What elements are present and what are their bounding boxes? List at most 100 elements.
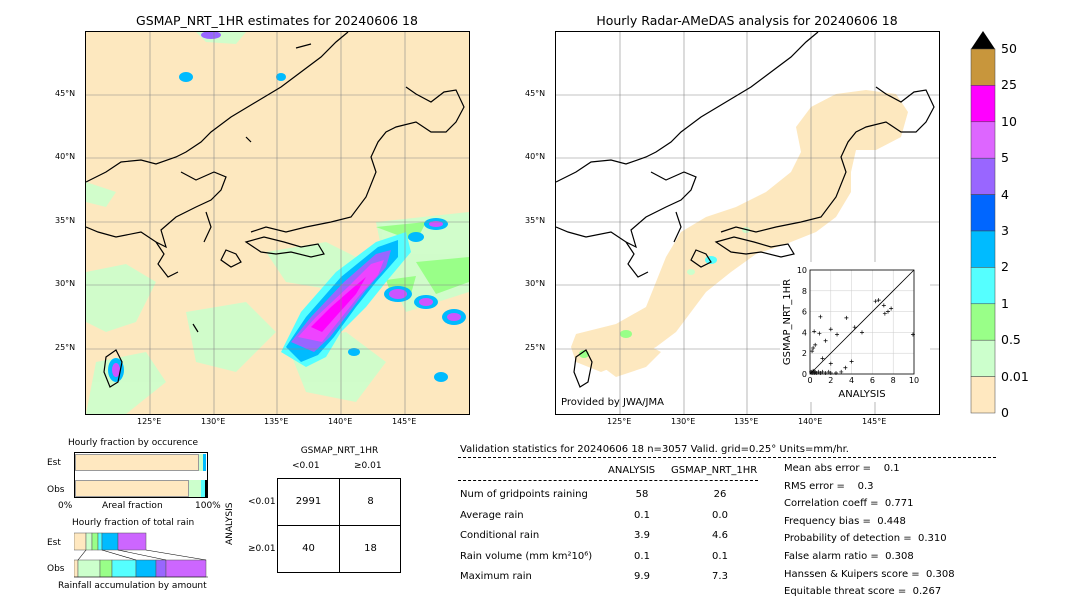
validation-score: Frequency bias = 0.448 bbox=[784, 515, 906, 527]
left-lat-25: 25°N bbox=[55, 343, 76, 352]
right-lon-130: 130°E bbox=[671, 417, 696, 426]
contingency-col-lt: <0.01 bbox=[292, 461, 320, 471]
scatter-ytick-label: 2 bbox=[802, 349, 807, 358]
occurrence-row-obs: Obs bbox=[47, 485, 65, 495]
scatter-point bbox=[860, 330, 864, 335]
contingency-col-ge: ≥0.01 bbox=[354, 461, 382, 471]
scatter-point bbox=[844, 315, 849, 320]
right-map-title: Hourly Radar-AMeDAS analysis for 2024060… bbox=[596, 13, 898, 28]
left-lat-40: 40°N bbox=[55, 152, 76, 161]
validation-row-label: Rain volume (mm km²10⁶) bbox=[460, 550, 593, 562]
contingency-cell-hit: 18 bbox=[364, 543, 377, 554]
total-rain-chart bbox=[74, 532, 208, 578]
scatter-ytick-label: 4 bbox=[802, 328, 807, 337]
right-lon-140: 140°E bbox=[798, 417, 823, 426]
contingency-title: GSMAP_NRT_1HR bbox=[300, 446, 379, 456]
scatter-point bbox=[813, 342, 818, 347]
colorbar-segment bbox=[970, 194, 996, 232]
colorbar-segment bbox=[970, 376, 996, 414]
scatter-xtick-label: 8 bbox=[891, 376, 896, 385]
validation-row-gsmap: 0.1 bbox=[712, 550, 728, 562]
validation-score: False alarm ratio = 0.308 bbox=[784, 551, 914, 562]
scatter-point bbox=[818, 370, 823, 375]
right-lon-145: 145°E bbox=[862, 417, 887, 426]
validation-row-analysis: 0.1 bbox=[634, 550, 650, 562]
scatter-point bbox=[849, 359, 854, 364]
right-lat-40: 40°N bbox=[525, 152, 546, 161]
left-lon-140: 140°E bbox=[328, 417, 353, 426]
validation-col-gsmap: GSMAP_NRT_1HR bbox=[671, 465, 758, 476]
validation-score: Equitable threat score = 0.267 bbox=[784, 586, 942, 598]
total-rain-row-obs: Obs bbox=[47, 564, 65, 574]
validation-row-label: Maximum rain bbox=[460, 571, 532, 582]
scatter-xtick-label: 10 bbox=[909, 376, 919, 385]
colorbar-segment bbox=[970, 85, 996, 123]
scatter-point bbox=[852, 325, 857, 330]
scatter-ytick-label: 6 bbox=[802, 308, 807, 317]
scatter-ytick-label: 8 bbox=[802, 287, 807, 296]
scatter-point bbox=[820, 369, 825, 374]
contingency-row-ge: ≥0.01 bbox=[248, 544, 276, 554]
left-lat-35: 35°N bbox=[55, 216, 76, 225]
left-lon-145: 145°E bbox=[392, 417, 417, 426]
validation-row-gsmap: 4.6 bbox=[712, 530, 728, 541]
scatter-point bbox=[910, 332, 915, 337]
scatter-ytick-label: 10 bbox=[797, 266, 807, 275]
scatter-point bbox=[823, 338, 828, 343]
scatter-point bbox=[817, 331, 822, 336]
left-map bbox=[85, 31, 470, 415]
right-lat-45: 45°N bbox=[525, 89, 546, 98]
left-lon-135: 135°E bbox=[264, 417, 289, 426]
validation-row-label: Conditional rain bbox=[460, 530, 540, 541]
scatter-point bbox=[818, 314, 823, 319]
colorbar-segment bbox=[970, 121, 996, 159]
scatter-point bbox=[889, 306, 894, 311]
total-rain-row-est: Est bbox=[47, 538, 61, 548]
right-lat-35: 35°N bbox=[525, 216, 546, 225]
scatter-point bbox=[828, 327, 833, 332]
occurrence-axis-left: 0% bbox=[58, 501, 73, 511]
colorbar-tick-label: 1 bbox=[1001, 295, 1009, 311]
inset-scatter: 0 0 2 2 4 4 6 6 8 8 10 10 ANALYSIS GSMAP_NRT_1HR bbox=[780, 262, 930, 402]
scatter-point bbox=[828, 361, 833, 366]
colorbar-tick-label: 10 bbox=[1001, 113, 1017, 129]
scatter-diagonal bbox=[809, 269, 915, 375]
right-lon-125: 125°E bbox=[607, 417, 632, 426]
validation-score: Correlation coeff = 0.771 bbox=[784, 498, 914, 510]
colorbar-segment bbox=[970, 48, 996, 86]
colorbar-segment bbox=[970, 303, 996, 341]
colorbar-segment bbox=[970, 339, 996, 377]
scatter-ylabel: GSMAP_NRT_1HR bbox=[782, 279, 793, 365]
validation-row-analysis: 9.9 bbox=[634, 571, 650, 582]
validation-row-label: Average rain bbox=[460, 509, 524, 521]
occurrence-chart bbox=[74, 452, 208, 498]
validation-score: RMS error = 0.3 bbox=[784, 480, 874, 492]
scatter-point bbox=[881, 303, 886, 308]
occurrence-obs-bar bbox=[75, 480, 189, 497]
scatter-point bbox=[843, 365, 848, 370]
validation-score: Hanssen & Kuipers score = 0.308 bbox=[784, 568, 955, 580]
scatter-point bbox=[834, 370, 838, 375]
colorbar-segment bbox=[970, 267, 996, 305]
colorbar-tick-label: 0.5 bbox=[1001, 332, 1021, 348]
right-lon-135: 135°E bbox=[734, 417, 759, 426]
colorbar-tick-label: 0.01 bbox=[1001, 368, 1029, 384]
contingency-cell-miss: 40 bbox=[302, 543, 315, 554]
total-rain-title: Hourly fraction of total rain bbox=[72, 518, 195, 528]
scatter-point bbox=[820, 356, 825, 361]
scatter-point bbox=[814, 370, 819, 375]
colorbar-tick-label: 25 bbox=[1001, 77, 1017, 93]
scatter-point bbox=[810, 349, 815, 354]
scatter-xtick-label: 6 bbox=[870, 376, 875, 385]
left-map-title: GSMAP_NRT_1HR estimates for 20240606 18 bbox=[136, 13, 418, 28]
validation-score: Probability of detection = 0.310 bbox=[784, 533, 947, 545]
contingency-side-label: ANALYSIS bbox=[225, 502, 235, 545]
total-rain-caption: Rainfall accumulation by amount bbox=[58, 581, 207, 591]
colorbar-tick-label: 50 bbox=[1001, 41, 1017, 56]
scatter-point bbox=[823, 370, 828, 375]
occurrence-axis-label: Areal fraction bbox=[102, 501, 163, 511]
validation-row-gsmap: 7.3 bbox=[712, 571, 728, 582]
right-lat-30: 30°N bbox=[525, 279, 546, 288]
colorbar-tick-label: 3 bbox=[1001, 223, 1009, 238]
data-credit: Provided by JWA/JMA bbox=[561, 397, 664, 408]
